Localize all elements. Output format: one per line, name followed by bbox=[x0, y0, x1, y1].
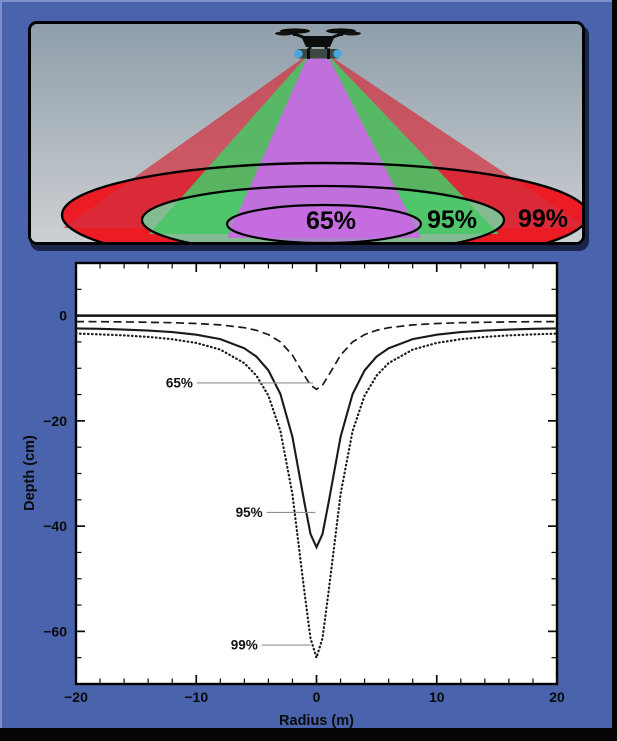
y-tick-label: −40 bbox=[43, 518, 67, 534]
y-tick-label: 0 bbox=[59, 308, 67, 324]
annotation-label-95: 95% bbox=[236, 505, 263, 520]
curve-95 bbox=[75, 327, 558, 550]
beam-purple-65 bbox=[227, 58, 421, 238]
x-tick-label: 10 bbox=[429, 689, 445, 705]
footprint-99-outline bbox=[60, 161, 582, 242]
annotation-label-65: 65% bbox=[166, 375, 193, 390]
footprint-65-outline bbox=[225, 203, 423, 242]
drone-footprint-panel: 65% 95% 99% bbox=[28, 21, 585, 245]
footprint-label-95: 95% bbox=[427, 206, 477, 234]
plot-frame bbox=[74, 261, 559, 686]
drone-icon bbox=[275, 28, 361, 59]
footprint-label-99: 99% bbox=[518, 205, 568, 233]
y-tick-label: −20 bbox=[43, 413, 67, 429]
drone-beam-illustration: 65% 95% 99% bbox=[31, 24, 582, 242]
x-axis-title: Radius (m) bbox=[279, 713, 354, 729]
y-tick-label: −60 bbox=[43, 623, 67, 639]
x-tick-label: 0 bbox=[313, 689, 321, 705]
footprint-95-outline bbox=[140, 184, 506, 242]
x-tick-label: −10 bbox=[184, 689, 208, 705]
x-tick-label: −20 bbox=[64, 689, 88, 705]
footprint-label-65: 65% bbox=[306, 207, 356, 235]
y-axis-title: Depth (cm) bbox=[22, 435, 38, 511]
annotation-label-99: 99% bbox=[231, 638, 258, 653]
x-tick-label: 20 bbox=[549, 689, 565, 705]
curve-65 bbox=[75, 320, 558, 391]
curve-99 bbox=[74, 332, 559, 662]
